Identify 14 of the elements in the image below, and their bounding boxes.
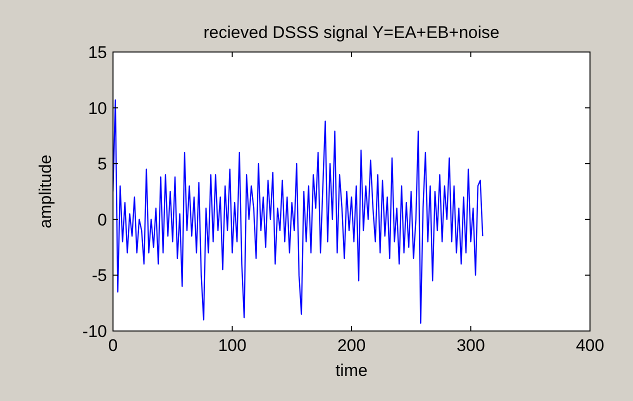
- y-tick-label: -10: [82, 322, 107, 341]
- y-axis-title: amplitude: [36, 154, 55, 228]
- chart-title: recieved DSSS signal Y=EA+EB+noise: [204, 23, 500, 42]
- y-tick-label: -5: [92, 266, 107, 286]
- x-tick-label: 400: [576, 336, 604, 355]
- x-tick-label: 100: [218, 336, 246, 355]
- y-tick-label: 15: [88, 42, 107, 62]
- y-tick-label: 0: [98, 210, 107, 230]
- x-tick-label: 300: [456, 336, 485, 355]
- y-tick-label: 5: [98, 154, 107, 174]
- x-tick-label: 200: [337, 336, 366, 355]
- x-axis-title: time: [335, 361, 368, 380]
- line-series: [113, 99, 484, 324]
- y-tick-label: 10: [88, 98, 107, 118]
